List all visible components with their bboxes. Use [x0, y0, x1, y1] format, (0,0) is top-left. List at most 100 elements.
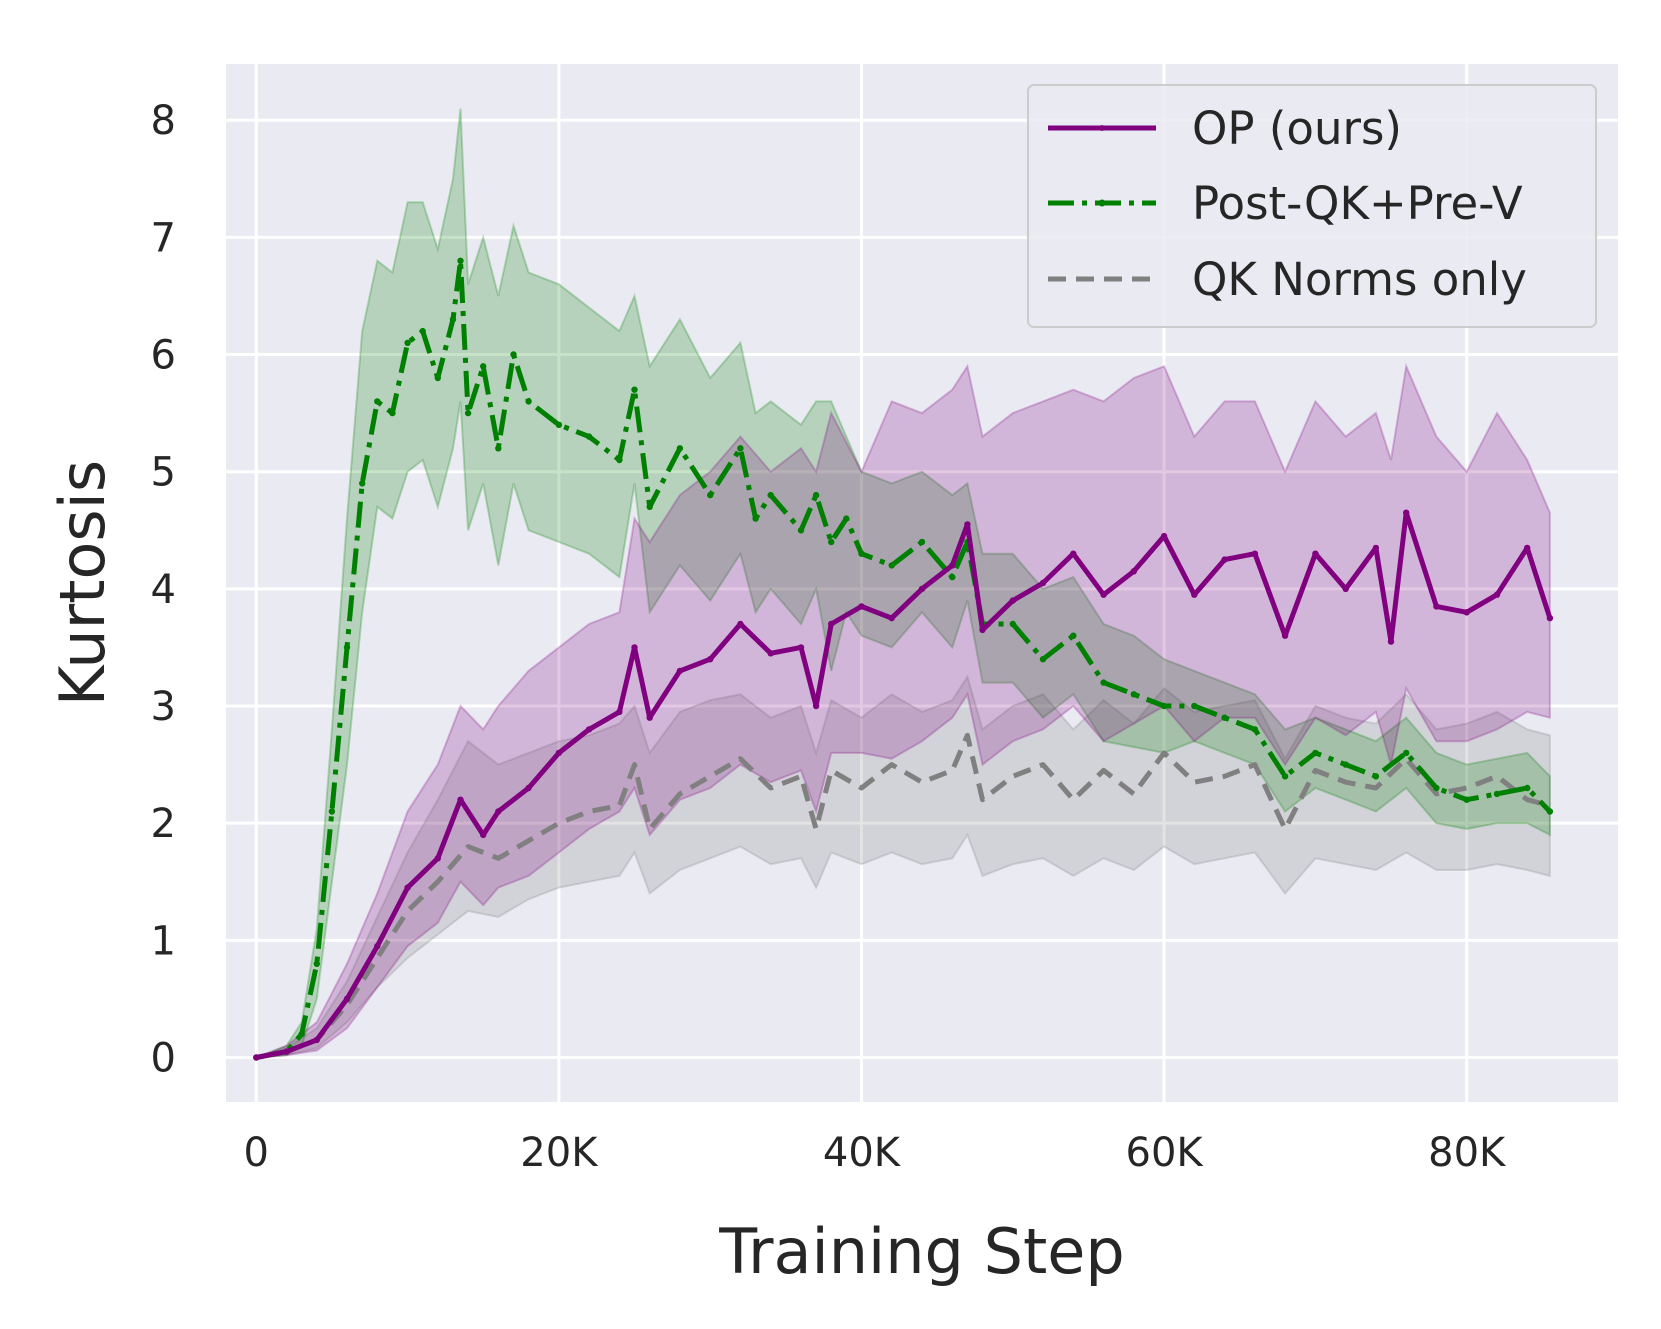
point-op-ours: [525, 784, 532, 792]
legend-label-op: OP (ours): [1192, 102, 1402, 155]
point-op-ours: [434, 855, 441, 862]
point-post-qk-pre-v: [389, 409, 396, 417]
point-op-ours: [1403, 509, 1410, 516]
point-post-qk-pre-v: [555, 421, 563, 428]
point-post-qk-pre-v: [343, 644, 351, 651]
point-op-ours: [283, 1048, 290, 1055]
point-post-qk-pre-v: [1191, 702, 1198, 710]
point-post-qk-pre-v: [797, 527, 805, 534]
point-op-ours: [480, 831, 487, 839]
point-post-qk-pre-v: [812, 491, 820, 499]
y-axis-label: Kurtosis: [46, 460, 119, 706]
point-post-qk-pre-v: [1281, 773, 1289, 780]
x-tick-label: 40K: [823, 1130, 902, 1176]
point-op-ours: [253, 1054, 260, 1061]
point-post-qk-pre-v: [1251, 726, 1259, 733]
point-post-qk-pre-v: [1130, 691, 1138, 698]
point-op-ours: [1039, 579, 1047, 587]
point-op-ours: [1221, 556, 1228, 563]
point-post-qk-pre-v: [434, 374, 441, 382]
y-tick-label: 3: [151, 684, 176, 730]
point-post-qk-pre-v: [646, 503, 653, 510]
legend-label-post-qk: Post-QK+Pre-V: [1192, 177, 1523, 230]
point-post-qk-pre-v: [843, 515, 850, 522]
point-op-ours: [1281, 632, 1289, 639]
point-op-ours: [812, 702, 820, 710]
point-post-qk-pre-v: [707, 491, 714, 499]
point-post-qk-pre-v: [858, 550, 865, 557]
point-op-ours: [1009, 597, 1016, 604]
point-op-ours: [737, 620, 744, 628]
point-post-qk-pre-v: [419, 327, 426, 335]
point-post-qk-pre-v: [1160, 702, 1168, 710]
point-post-qk-pre-v: [374, 398, 381, 405]
point-post-qk-pre-v: [328, 808, 336, 815]
point-op-ours: [918, 585, 926, 593]
point-op-ours: [631, 644, 638, 651]
point-post-qk-pre-v: [449, 316, 457, 323]
point-post-qk-pre-v: [298, 1030, 305, 1038]
y-tick-label: 4: [151, 567, 176, 613]
x-tick-label: 0: [244, 1130, 269, 1176]
x-tick-label: 20K: [520, 1130, 599, 1176]
point-post-qk-pre-v: [525, 398, 532, 405]
point-post-qk-pre-v: [1342, 761, 1349, 768]
point-op-ours: [457, 796, 464, 803]
point-op-ours: [964, 521, 971, 528]
point-op-ours: [1070, 550, 1077, 557]
point-post-qk-pre-v: [1372, 773, 1380, 780]
point-op-ours: [1100, 591, 1107, 598]
point-post-qk-pre-v: [1524, 784, 1531, 792]
point-post-qk-pre-v: [1312, 749, 1319, 757]
legend-label-qk-norms: QK Norms only: [1192, 253, 1527, 306]
point-post-qk-pre-v: [631, 386, 638, 393]
y-tick-label: 6: [151, 333, 176, 379]
point-op-ours: [495, 808, 502, 815]
point-post-qk-pre-v: [510, 351, 517, 358]
point-post-qk-pre-v: [1100, 679, 1107, 686]
point-op-ours: [1130, 568, 1138, 575]
point-op-ours: [404, 884, 411, 891]
point-post-qk-pre-v: [1493, 790, 1501, 798]
point-post-qk-pre-v: [616, 456, 623, 464]
point-op-ours: [1160, 532, 1168, 540]
point-op-ours: [676, 667, 684, 675]
point-op-ours: [1387, 638, 1395, 645]
point-post-qk-pre-v: [1433, 784, 1440, 792]
legend: OP (ours) Post-QK+Pre-V QK Norms only: [1027, 84, 1597, 328]
point-post-qk-pre-v: [767, 491, 774, 499]
point-post-qk-pre-v: [585, 433, 593, 440]
point-op-ours: [1463, 609, 1470, 616]
point-post-qk-pre-v: [457, 257, 464, 264]
point-op-ours: [1372, 544, 1380, 552]
point-op-ours: [828, 620, 835, 628]
point-op-ours: [1342, 585, 1349, 593]
y-tick-labels: 0 1 2 3 4 5 6 7 8: [151, 98, 176, 1081]
point-op-ours: [1191, 591, 1198, 598]
point-post-qk-pre-v: [1070, 632, 1077, 639]
point-op-ours: [979, 626, 986, 634]
point-op-ours: [1546, 614, 1554, 622]
legend-marker-post-qk: [1098, 199, 1106, 207]
point-op-ours: [1493, 591, 1501, 598]
point-post-qk-pre-v: [1546, 808, 1554, 815]
point-post-qk-pre-v: [737, 445, 744, 452]
y-tick-label: 1: [151, 918, 176, 964]
point-op-ours: [707, 656, 714, 663]
point-post-qk-pre-v: [313, 960, 320, 967]
y-tick-label: 7: [151, 215, 176, 261]
point-post-qk-pre-v: [1463, 796, 1470, 803]
point-op-ours: [343, 995, 351, 1003]
point-post-qk-pre-v: [1221, 714, 1228, 721]
point-op-ours: [646, 714, 653, 721]
point-op-ours: [1524, 544, 1531, 552]
x-tick-label: 80K: [1428, 1130, 1507, 1176]
point-op-ours: [1312, 550, 1319, 557]
point-post-qk-pre-v: [1403, 749, 1410, 757]
legend-box: [1027, 84, 1597, 328]
point-post-qk-pre-v: [949, 573, 956, 581]
point-op-ours: [313, 1036, 320, 1044]
y-tick-label: 2: [151, 801, 176, 847]
point-post-qk-pre-v: [676, 445, 684, 452]
